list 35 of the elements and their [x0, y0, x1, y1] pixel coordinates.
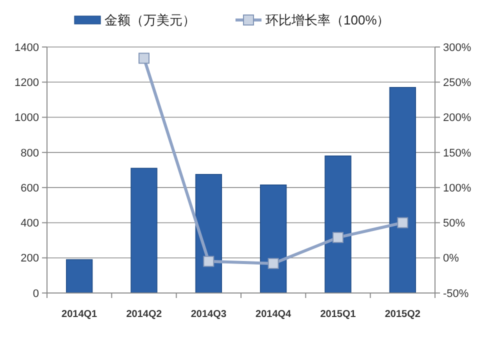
legend-label: 金额（万美元） — [104, 12, 196, 28]
y2-tick-label: 200% — [443, 112, 472, 124]
y-tick-label: 600 — [20, 182, 39, 194]
y-tick-label: 800 — [20, 147, 39, 160]
x-tick-label: 2014Q2 — [126, 309, 162, 320]
x-tick-label: 2014Q4 — [256, 309, 292, 320]
x-tick-label: 2015Q2 — [384, 309, 421, 320]
bar — [195, 174, 222, 294]
bar — [66, 259, 93, 294]
y2-tick-label: 250% — [443, 76, 472, 89]
bar — [389, 87, 416, 294]
point — [332, 232, 344, 243]
point — [203, 256, 214, 267]
legend-label: 环比增长率（100%） — [266, 12, 390, 28]
point — [268, 258, 279, 269]
y2-tick-label: 100% — [443, 182, 472, 194]
x-tick-label: 2014Q1 — [62, 309, 98, 320]
y2-tick-label: 150% — [443, 147, 472, 160]
y2-tick-label: 50% — [443, 218, 466, 230]
point — [397, 217, 408, 228]
y2-tick-label: -50% — [443, 288, 469, 300]
bar — [324, 156, 352, 294]
x-tick-label: 2014Q3 — [190, 309, 227, 320]
y-tick-label: 1400 — [14, 42, 39, 54]
y-tick-label: 0 — [32, 288, 39, 300]
y2-tick-label: 300% — [443, 42, 472, 54]
x-tick-label: 2015Q1 — [320, 309, 356, 320]
y-tick-label: 200 — [20, 252, 39, 265]
y2-tick-label: 0% — [443, 252, 460, 265]
bar — [130, 168, 158, 294]
y-tick-label: 1000 — [14, 112, 39, 124]
bar — [260, 184, 287, 294]
point — [138, 52, 150, 64]
y-tick-label: 1200 — [14, 76, 39, 89]
y-tick-label: 400 — [20, 218, 39, 230]
